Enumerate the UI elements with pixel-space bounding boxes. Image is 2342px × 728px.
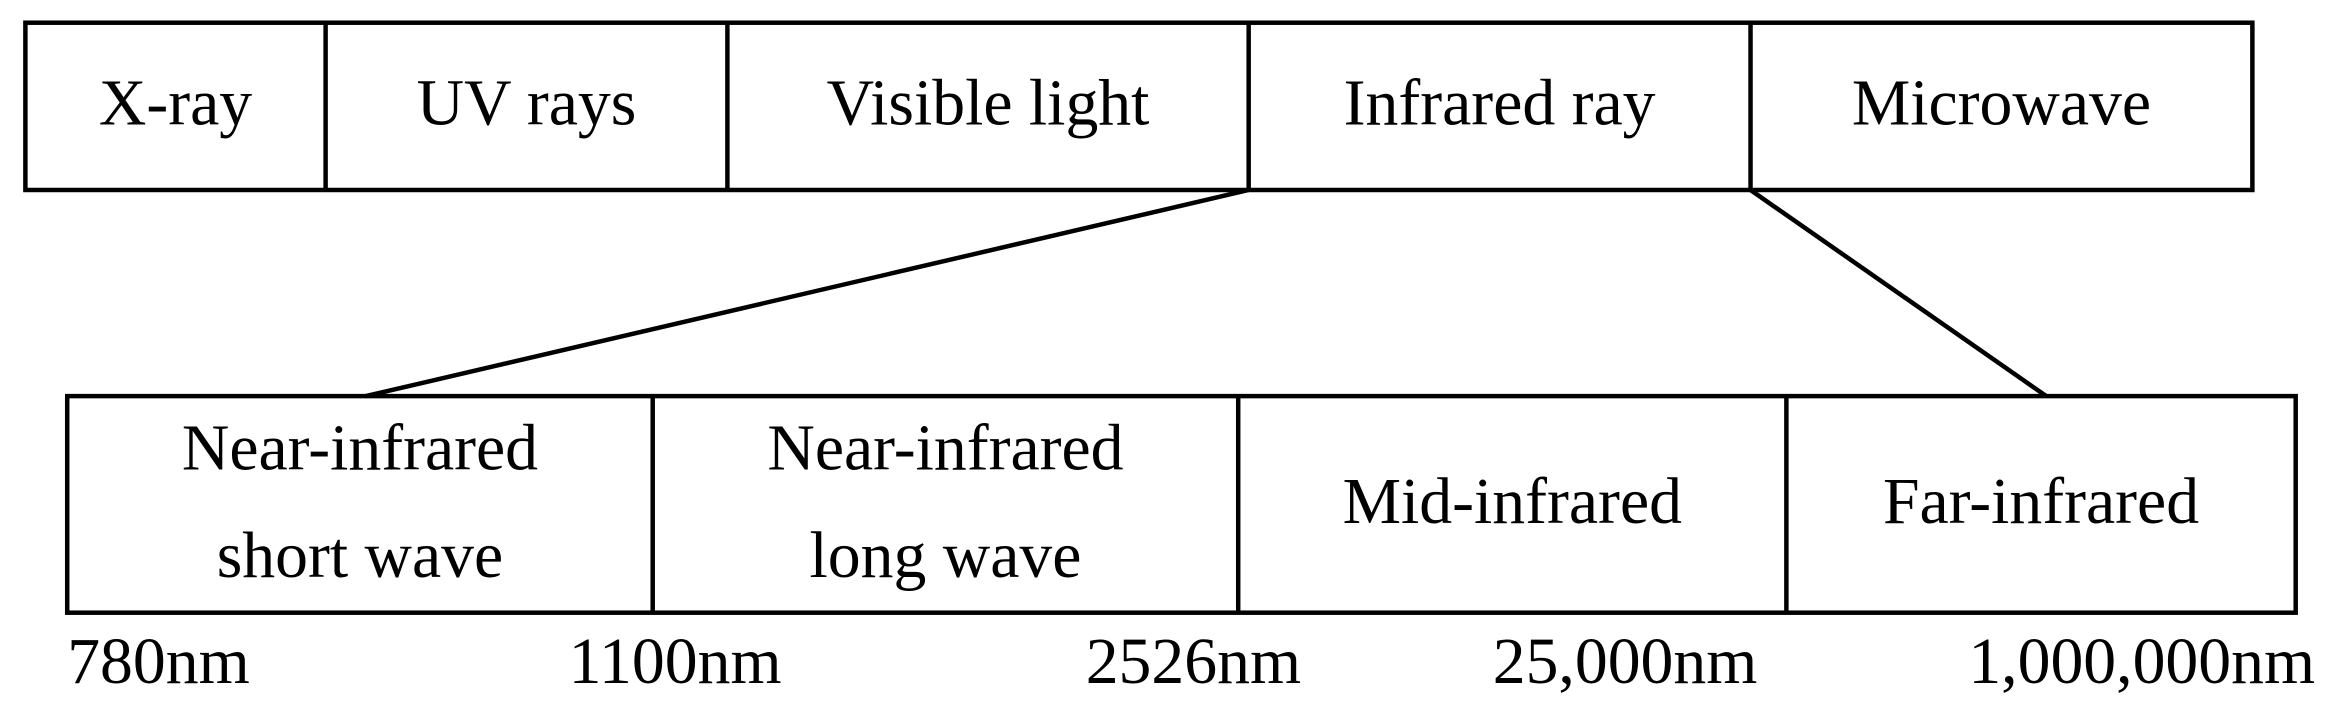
wavelength-label: 2526nm: [1086, 625, 1301, 698]
top-cell-label: Infrared ray: [1344, 66, 1656, 139]
top-cell-label: UV rays: [417, 66, 637, 139]
bottom-cell-label: Near-infrared: [182, 411, 538, 484]
bottom-cell-label: long wave: [810, 519, 1082, 592]
bottom-cell-label: short wave: [217, 519, 503, 592]
bottom-cell-label: Far-infrared: [1883, 465, 2199, 538]
zoom-line: [1749, 188, 2048, 398]
bottom-cell-label: Near-infrared: [767, 411, 1123, 484]
bottom-row-frame: [64, 393, 2298, 615]
wavelength-label: 1100nm: [569, 625, 782, 698]
wavelength-label: 25,000nm: [1493, 625, 1758, 698]
wavelength-label: 1,000,000nm: [1968, 625, 2315, 698]
wavelength-label: 780nm: [67, 625, 250, 698]
bottom-cell-label: Mid-infrared: [1343, 465, 1682, 538]
top-cell-label: Visible light: [827, 66, 1150, 139]
top-cell-label: X-ray: [99, 66, 252, 139]
top-cell-label: Microwave: [1852, 66, 2151, 139]
top-row-frame: [23, 20, 2255, 193]
zoom-line: [365, 187, 1250, 399]
